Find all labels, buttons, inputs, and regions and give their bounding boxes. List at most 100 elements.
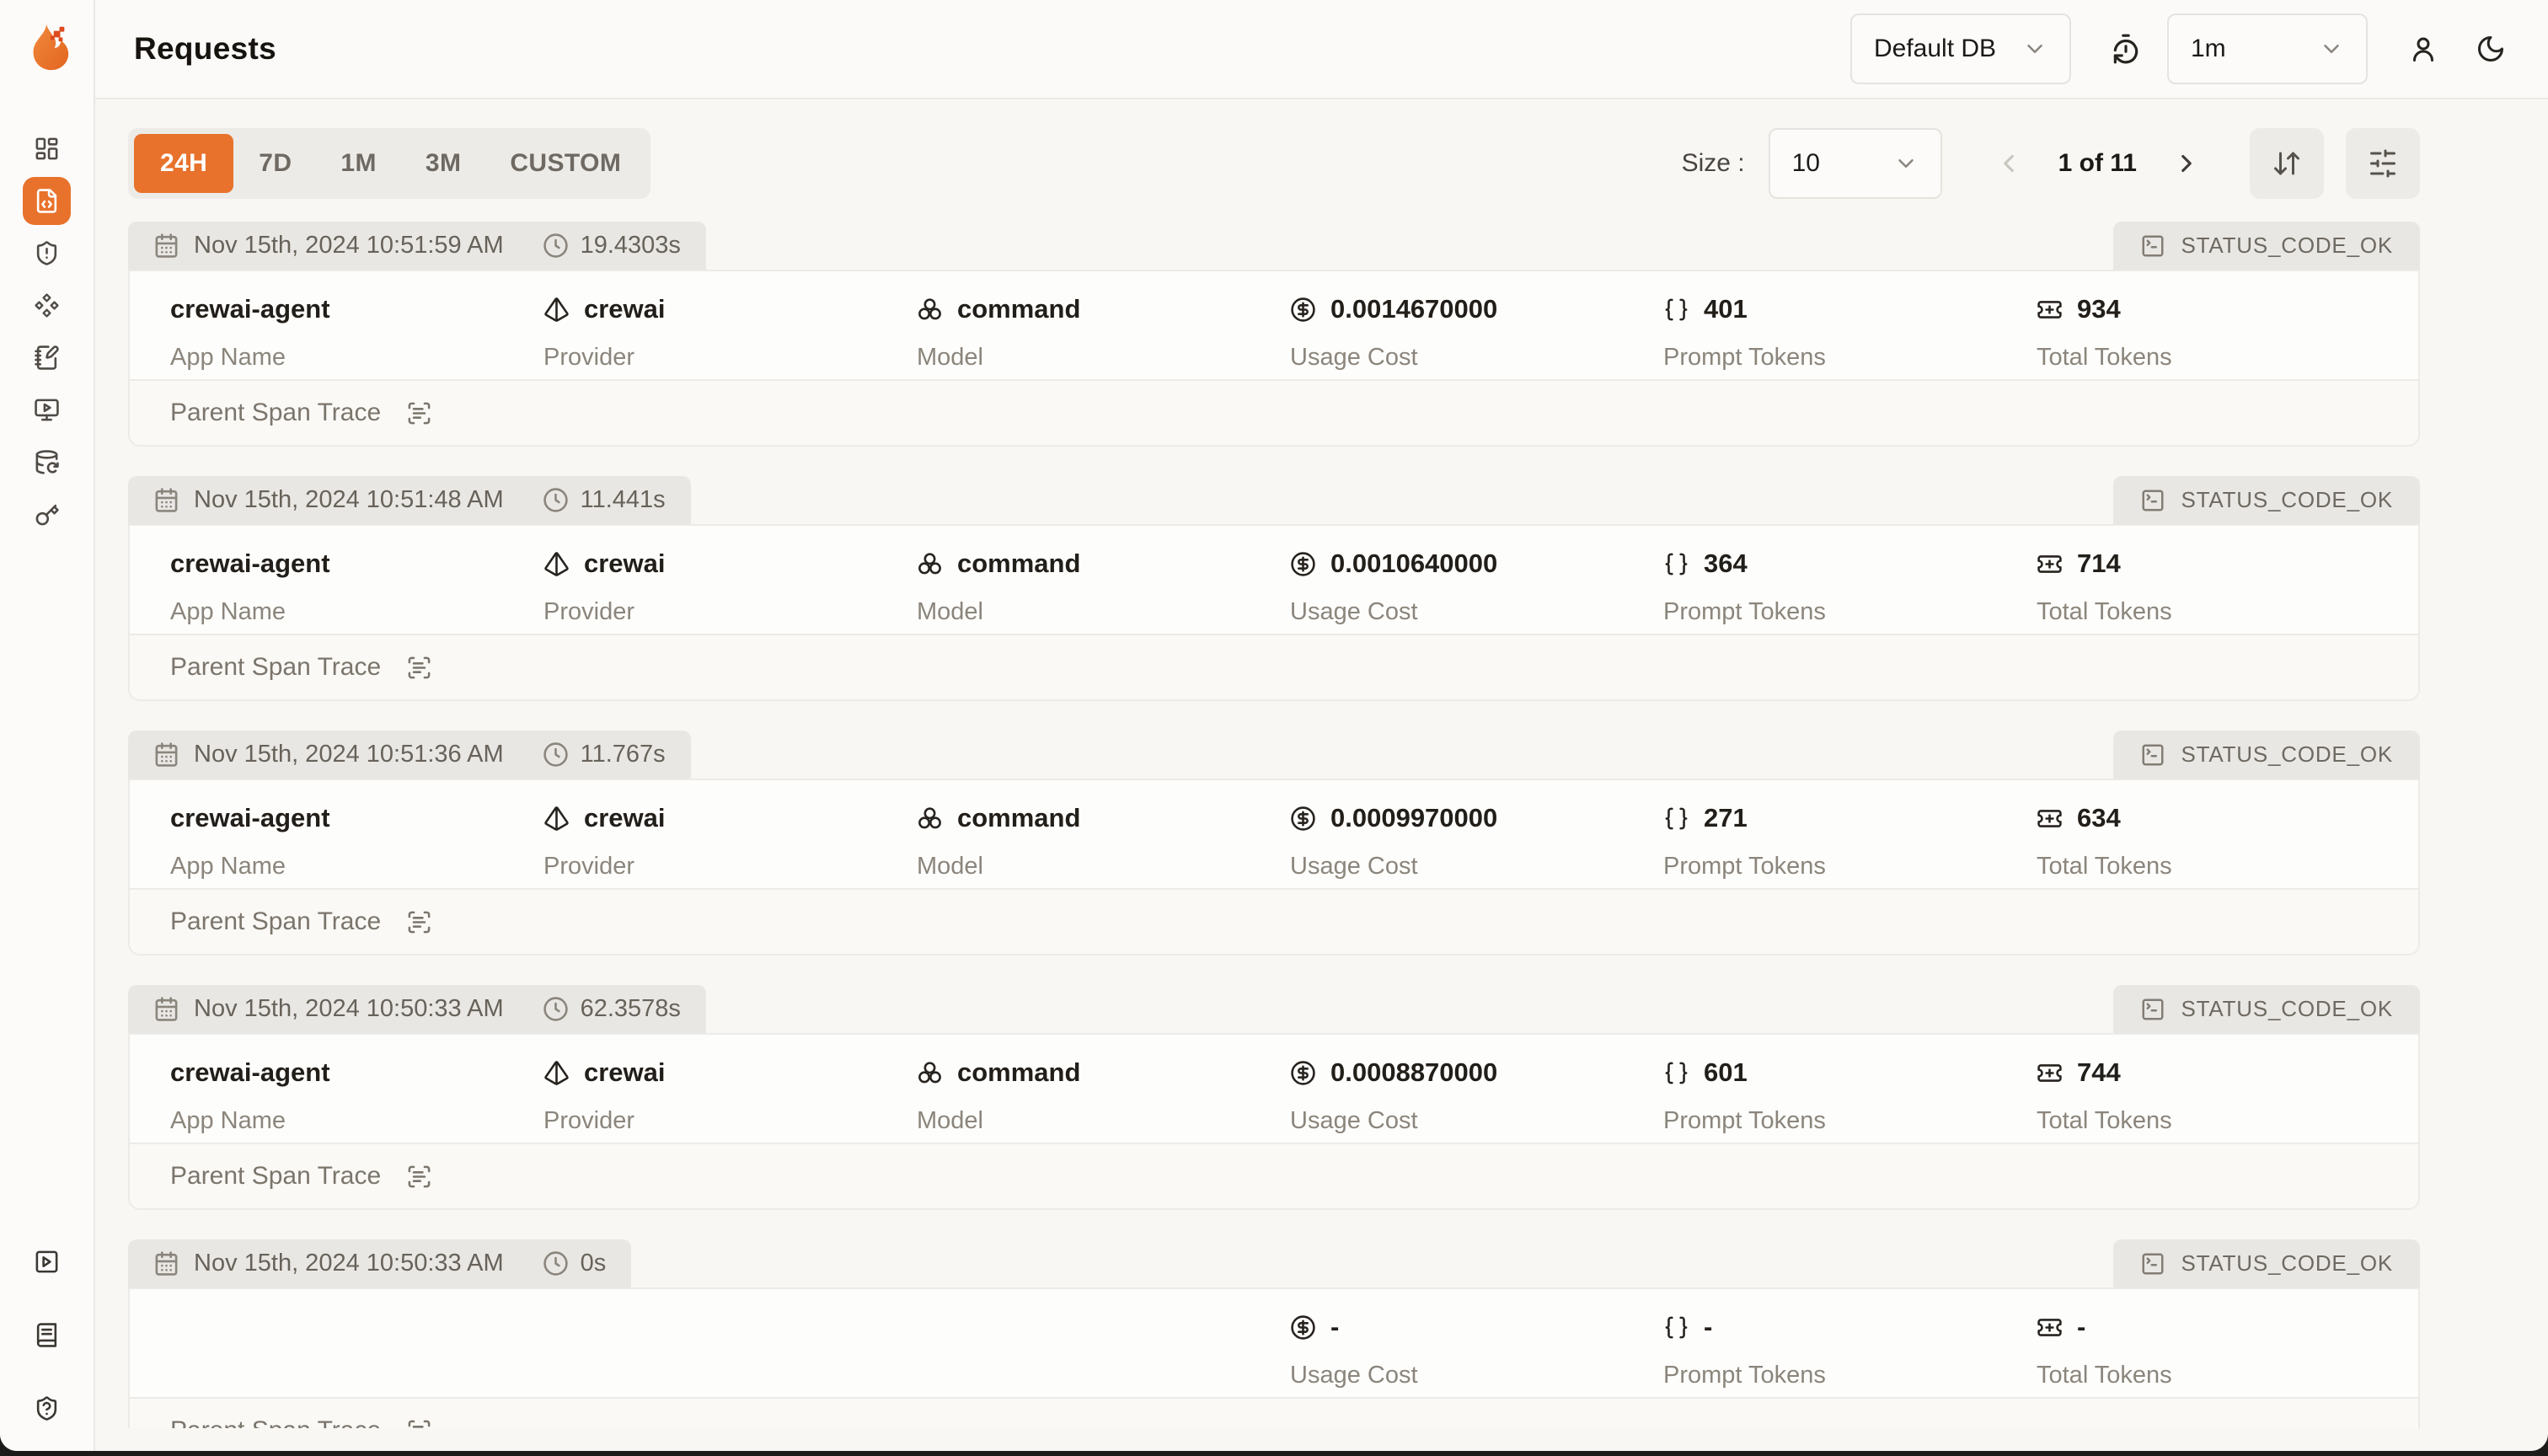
request-card[interactable]: Nov 15th, 2024 10:50:33 AM 62.3578s STAT… <box>128 985 2420 1210</box>
field-prompt-tokens: - Prompt Tokens <box>1663 1311 2037 1397</box>
clock-icon <box>543 996 569 1022</box>
parent-span-trace-button[interactable]: Parent Span Trace <box>130 1397 2418 1428</box>
field-label: Model <box>917 598 983 625</box>
sidebar-item-documentation[interactable] <box>23 1311 71 1359</box>
circle-dollar-icon <box>1290 1314 1316 1341</box>
field-provider: crewai Provider <box>543 802 917 888</box>
prompt-tokens-value: - <box>1704 1312 1713 1341</box>
braces-icon <box>1663 1060 1689 1086</box>
status-text: STATUS_CODE_OK <box>2181 996 2393 1021</box>
field-usage-cost: - Usage Cost <box>1290 1311 1663 1397</box>
field-label: Prompt Tokens <box>1663 1362 1826 1389</box>
field-label: Total Tokens <box>2037 1107 2172 1134</box>
parent-span-trace-button[interactable]: Parent Span Trace <box>130 634 2418 699</box>
pyramid-icon <box>543 1060 570 1086</box>
field-label: Provider <box>543 344 634 371</box>
terminal-square-icon <box>2140 1251 2165 1277</box>
request-card[interactable]: Nov 15th, 2024 10:51:36 AM 11.767s STATU… <box>128 731 2420 956</box>
parent-span-trace-button[interactable]: Parent Span Trace <box>130 888 2418 954</box>
refresh-timer-icon[interactable] <box>2110 33 2142 65</box>
status-badge: STATUS_CODE_OK <box>2113 985 2420 1033</box>
time-range-tab-3m[interactable]: 3M <box>425 149 462 177</box>
chevron-down-icon <box>2022 36 2048 62</box>
database-backup-icon <box>35 450 59 474</box>
list-toolbar: 24H 7D 1M 3M CUSTOM Size : 10 1 of 11 <box>128 128 2420 199</box>
field-label: Usage Cost <box>1290 1107 1418 1134</box>
terminal-square-icon <box>2140 233 2165 259</box>
total-tokens-value: - <box>2077 1312 2086 1341</box>
circle-dollar-icon <box>1290 806 1316 832</box>
time-range-tab-custom[interactable]: CUSTOM <box>510 149 622 177</box>
time-range-tab-1m[interactable]: 1M <box>340 149 377 177</box>
usage-cost-value: - <box>1330 1312 1340 1341</box>
sidebar-nav-top <box>23 125 71 538</box>
next-page-button[interactable] <box>2172 149 2201 178</box>
monitor-play-icon <box>35 399 59 421</box>
pyramid-icon <box>543 551 570 577</box>
provider-value: crewai <box>584 294 666 324</box>
request-timestamp: Nov 15th, 2024 10:50:33 AM <box>194 1250 504 1277</box>
database-select[interactable]: Default DB <box>1850 13 2071 84</box>
dark-mode-toggle-moon-icon[interactable] <box>2476 34 2506 64</box>
sidebar-item-requests[interactable] <box>23 177 71 225</box>
model-value: command <box>957 803 1081 832</box>
refresh-interval-select[interactable]: 1m <box>2167 13 2368 84</box>
database-select-value: Default DB <box>1874 35 1997 62</box>
user-profile-icon[interactable] <box>2408 34 2438 64</box>
field-label: App Name <box>170 853 286 880</box>
trace-label: Parent Span Trace <box>170 1416 381 1428</box>
calendar-icon <box>153 233 179 259</box>
field-label: Provider <box>543 853 634 880</box>
sidebar-item-playground[interactable] <box>23 386 71 434</box>
terminal-square-icon <box>2140 742 2165 768</box>
filter-button[interactable] <box>2346 128 2420 199</box>
sidebar-item-databases[interactable] <box>23 438 71 486</box>
request-meta-tab: Nov 15th, 2024 10:50:33 AM 62.3578s <box>128 985 706 1033</box>
request-card[interactable]: Nov 15th, 2024 10:51:59 AM 19.4303s STAT… <box>128 222 2420 447</box>
model-value: command <box>957 294 1081 324</box>
square-play-icon <box>35 1250 58 1273</box>
ticket-plus-icon <box>2037 297 2063 323</box>
request-duration: 19.4303s <box>580 232 681 259</box>
field-label: Provider <box>543 1107 634 1134</box>
terminal-square-icon <box>2140 488 2165 513</box>
sidebar-item-getting-started[interactable] <box>23 1238 71 1286</box>
usage-cost-value: 0.0009970000 <box>1330 803 1498 832</box>
sidebar-item-support[interactable] <box>23 1384 71 1432</box>
status-badge: STATUS_CODE_OK <box>2113 222 2420 270</box>
app-logo-flame-icon[interactable] <box>21 20 73 74</box>
provider-value: crewai <box>584 549 666 578</box>
request-card[interactable]: Nov 15th, 2024 10:50:33 AM 0s STATUS_COD… <box>128 1239 2420 1428</box>
parent-span-trace-button[interactable]: Parent Span Trace <box>130 379 2418 445</box>
request-meta-tab: Nov 15th, 2024 10:50:33 AM 0s <box>128 1239 632 1287</box>
time-range-tab-24h[interactable]: 24H <box>134 134 234 193</box>
scan-text-icon <box>406 655 432 681</box>
field-total-tokens: 714 Total Tokens <box>2037 548 2410 634</box>
braces-icon <box>1663 551 1689 577</box>
time-range-tabs: 24H 7D 1M 3M CUSTOM <box>128 128 651 199</box>
topbar: Requests Default DB 1m <box>95 0 2548 99</box>
clock-icon <box>543 741 569 768</box>
request-list: Nov 15th, 2024 10:51:59 AM 19.4303s STAT… <box>128 222 2420 1428</box>
field-label: Usage Cost <box>1290 598 1418 625</box>
calendar-icon <box>153 1250 179 1277</box>
total-tokens-value: 714 <box>2077 549 2121 578</box>
sidebar-item-exceptions[interactable] <box>23 229 71 277</box>
model-value: command <box>957 549 1081 578</box>
page-size-select[interactable]: 10 <box>1768 128 1942 199</box>
sidebar-item-dashboard[interactable] <box>23 125 71 173</box>
sort-button[interactable] <box>2250 128 2324 199</box>
request-card[interactable]: Nov 15th, 2024 10:51:48 AM 11.441s STATU… <box>128 476 2420 701</box>
trace-label: Parent Span Trace <box>170 1162 382 1190</box>
sidebar-item-evaluations[interactable] <box>23 334 71 382</box>
circle-dollar-icon <box>1290 1060 1316 1086</box>
provider-value: crewai <box>584 803 666 832</box>
status-text: STATUS_CODE_OK <box>2181 741 2393 767</box>
sidebar-item-api-keys[interactable] <box>23 490 71 538</box>
sidebar-item-prompts[interactable] <box>23 281 71 329</box>
scan-text-icon <box>406 909 432 935</box>
previous-page-button[interactable] <box>1994 149 2023 178</box>
parent-span-trace-button[interactable]: Parent Span Trace <box>130 1143 2418 1208</box>
field-label: Provider <box>543 598 634 625</box>
time-range-tab-7d[interactable]: 7D <box>259 149 292 177</box>
